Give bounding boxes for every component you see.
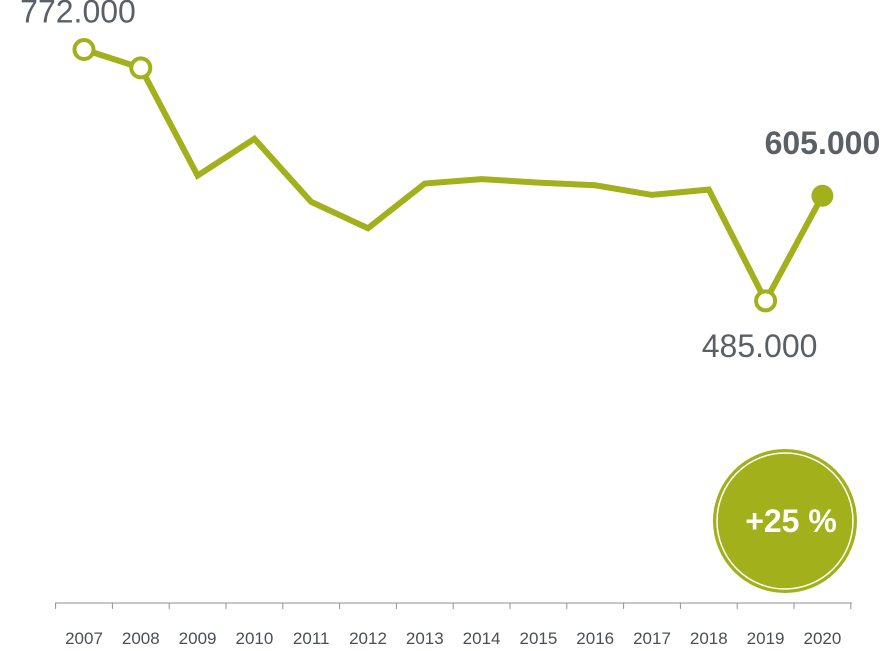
x-tick-label: 2011	[293, 629, 330, 648]
x-tick-label: 2015	[519, 629, 557, 648]
x-tick-label: 2013	[406, 629, 444, 648]
x-axis-ticks: 2007 2008 2009 2010 2011 2012 2013 2014 2015 2016…	[55, 603, 852, 648]
series-layer	[83, 46, 826, 308]
x-tick-label: 2020	[803, 629, 841, 648]
annotation-layer: 772.000 485.000 605.000	[20, 0, 880, 364]
x-tick-label: 2018	[690, 629, 728, 648]
badge-circle	[713, 449, 857, 593]
data-label: 605.000	[765, 125, 881, 161]
data-point-hollow	[129, 56, 153, 80]
series-line	[83, 46, 826, 308]
x-tick-label: 2014	[463, 629, 501, 648]
x-axis: 2007 2008 2009 2010 2011 2012 2013 2014 2015 2016…	[55, 602, 852, 648]
data-label: 485.000	[702, 328, 818, 364]
data-label: 772.000	[20, 0, 136, 30]
data-point-hollow	[72, 38, 96, 62]
x-tick-label: 2010	[235, 629, 273, 648]
x-tick-label: 2009	[179, 629, 217, 648]
x-tick-label: 2008	[122, 629, 160, 648]
x-tick-label: 2016	[576, 629, 614, 648]
badge-inner-ring	[716, 452, 854, 590]
x-tick-label: 2019	[747, 629, 785, 648]
change-badge: +25 %	[713, 449, 857, 593]
marker-layer	[72, 38, 834, 313]
badge-text: +25 %	[745, 503, 837, 539]
data-point-filled	[811, 184, 834, 207]
data-point-hollow	[754, 289, 778, 313]
x-tick-label: 2012	[349, 629, 387, 648]
x-tick-label: 2007	[65, 629, 103, 648]
x-tick-label: 2017	[633, 629, 671, 648]
